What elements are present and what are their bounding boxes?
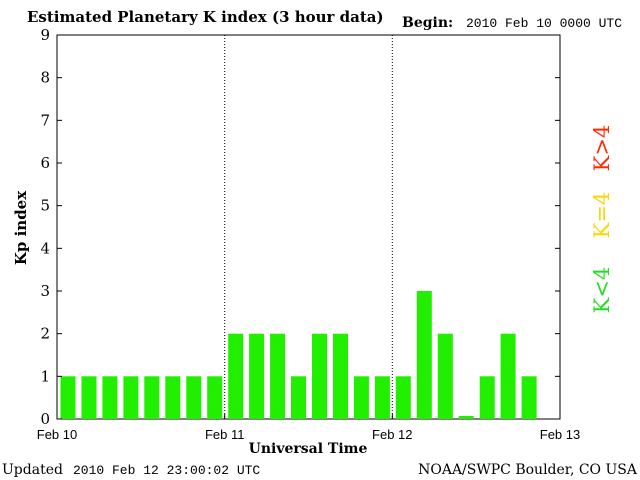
x-tick-label: Feb 13 (540, 427, 580, 442)
legend-k-equal-4: K=4 (590, 192, 614, 239)
x-tick-label: Feb 12 (372, 427, 412, 442)
legend-k-less-4: K<4 (590, 267, 614, 314)
kp-bar (500, 333, 516, 419)
kp-bar (312, 333, 327, 419)
bar-series (60, 291, 537, 419)
x-tick-label: Feb 11 (205, 427, 245, 442)
kp-bar (395, 376, 411, 419)
kp-bar (207, 376, 223, 419)
kp-bar (144, 376, 160, 419)
kp-bar (165, 376, 181, 419)
kp-bar (102, 376, 118, 419)
day-dividers (224, 35, 393, 419)
y-axis-label: Kp index (12, 190, 30, 265)
y-tick-label: 7 (40, 111, 50, 129)
updated-value: 2010 Feb 12 23:00:02 UTC (73, 463, 260, 478)
kp-bar (479, 376, 495, 419)
y-tick-label: 8 (40, 69, 50, 87)
x-axis-ticks: Feb 10 Feb 11 Feb 12 Feb 13 (37, 414, 580, 442)
kp-bar (437, 333, 453, 419)
y-tick-label: 9 (40, 26, 50, 44)
begin-value: 2010 Feb 10 0000 UTC (466, 16, 622, 31)
plot-area (56, 34, 561, 420)
kp-bar (270, 333, 286, 419)
kp-bar (374, 376, 390, 419)
kp-bar (123, 376, 139, 419)
y-tick-label: 4 (40, 239, 50, 257)
chart-title: Estimated Planetary K index (3 hour data… (27, 8, 384, 26)
agency-credit: NOAA/SWPC Boulder, CO USA (418, 462, 638, 478)
x-tick-label: Feb 10 (37, 427, 77, 442)
begin-label: Begin: (402, 15, 453, 31)
kp-bar (60, 376, 76, 419)
y-tick-label: 1 (40, 367, 50, 385)
y-tick-label: 3 (40, 282, 50, 300)
kp-bar (81, 376, 97, 419)
kp-bar (291, 376, 306, 419)
updated-label: Updated (2, 462, 63, 478)
y-tick-label: 5 (40, 197, 50, 215)
y-tick-label: 2 (40, 325, 50, 343)
y-tick-label: 0 (40, 410, 50, 428)
y-tick-label: 6 (40, 154, 50, 172)
kp-bar (353, 376, 369, 419)
kp-bar (186, 376, 202, 419)
kp-bar (228, 333, 244, 419)
kp-bar (249, 333, 265, 419)
kp-bar (333, 333, 348, 419)
x-axis-label: Universal Time (249, 441, 368, 457)
legend-k-greater-4: K>4 (590, 125, 614, 172)
kp-bar (521, 376, 537, 419)
kp-bar (416, 291, 432, 419)
y-axis-ticks: 0 1 2 3 4 5 6 7 8 9 (40, 26, 560, 428)
kp-bar (458, 416, 474, 419)
